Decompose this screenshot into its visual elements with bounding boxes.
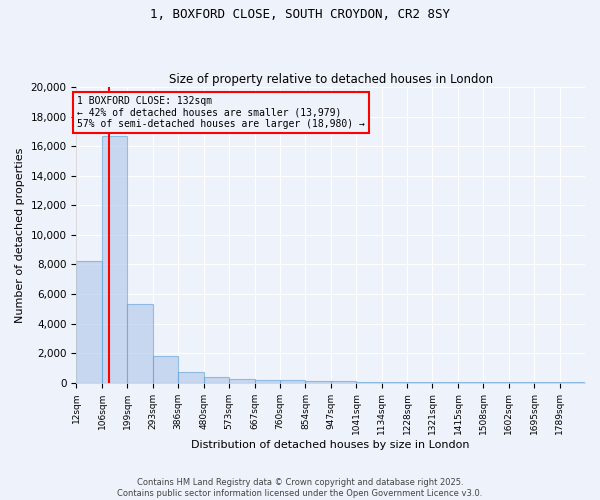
Bar xyxy=(76,262,102,382)
Y-axis label: Number of detached properties: Number of detached properties xyxy=(15,147,25,322)
Bar xyxy=(102,136,127,382)
Bar xyxy=(178,372,203,382)
Text: Contains HM Land Registry data © Crown copyright and database right 2025.
Contai: Contains HM Land Registry data © Crown c… xyxy=(118,478,482,498)
Text: 1 BOXFORD CLOSE: 132sqm
← 42% of detached houses are smaller (13,979)
57% of sem: 1 BOXFORD CLOSE: 132sqm ← 42% of detache… xyxy=(77,96,365,129)
Bar xyxy=(153,356,178,382)
Bar xyxy=(280,380,305,382)
Text: 1, BOXFORD CLOSE, SOUTH CROYDON, CR2 8SY: 1, BOXFORD CLOSE, SOUTH CROYDON, CR2 8SY xyxy=(150,8,450,20)
Title: Size of property relative to detached houses in London: Size of property relative to detached ho… xyxy=(169,73,493,86)
Bar xyxy=(254,380,280,382)
Bar xyxy=(305,381,331,382)
Bar xyxy=(127,304,153,382)
Bar xyxy=(203,378,229,382)
X-axis label: Distribution of detached houses by size in London: Distribution of detached houses by size … xyxy=(191,440,470,450)
Bar xyxy=(229,379,254,382)
